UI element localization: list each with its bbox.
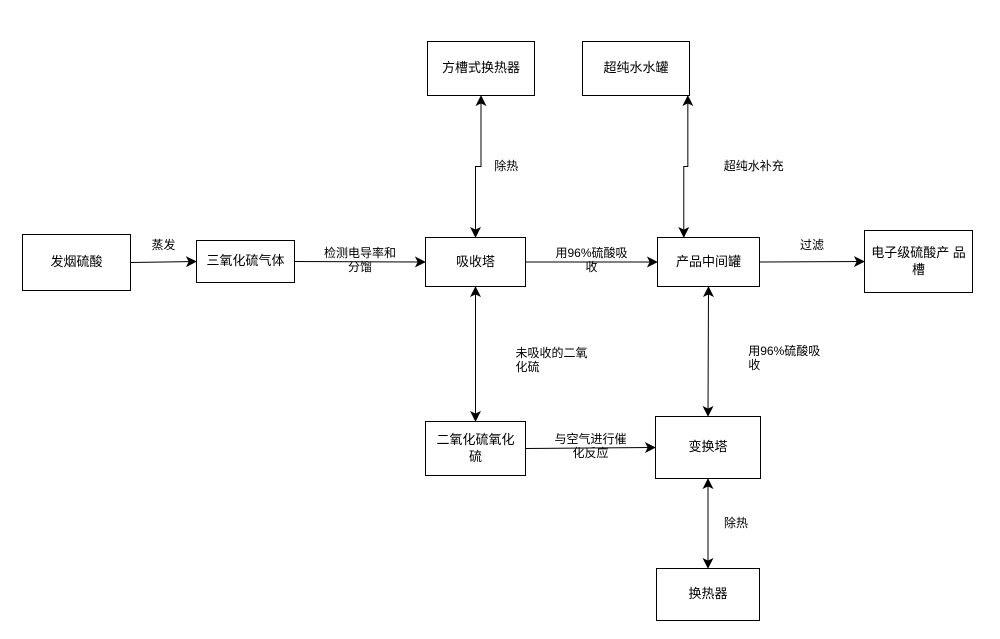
edge-label-e8: 与空气进行催 化反应	[541, 432, 641, 461]
node-upw-tank: 超纯水水罐	[582, 41, 690, 96]
node-label: 吸收塔	[456, 254, 495, 270]
node-trough-exchanger: 方槽式换热器	[427, 41, 535, 96]
node-fuming-acid: 发烟硫酸	[22, 234, 131, 291]
edge-label-e10: 除热	[724, 516, 844, 530]
node-absorption-tower: 吸收塔	[425, 237, 526, 287]
edge-label-e7: 未吸收的二氧 化硫	[516, 346, 636, 375]
node-so2-sox: 二氧化硫氧化 硫	[425, 421, 526, 476]
edge-label-e9: 用96%硫酸吸 收	[748, 344, 868, 373]
node-heat-exchanger: 换热器	[656, 568, 760, 621]
node-label: 超纯水水罐	[603, 60, 668, 76]
edge-e8	[526, 448, 655, 449]
node-label: 换热器	[688, 586, 727, 602]
edge-label-e3: 除热	[494, 159, 614, 173]
node-label: 二氧化硫氧化 硫	[430, 432, 521, 465]
node-product-tank: 电子级硫酸产 品槽	[864, 230, 973, 293]
edge-label-e5: 用96%硫酸吸 收	[542, 246, 642, 275]
edge-e4	[684, 96, 688, 237]
edge-label-e6: 过滤	[762, 238, 862, 252]
node-label: 方槽式换热器	[442, 60, 520, 76]
edge-e6	[760, 262, 864, 263]
node-intermediate-tank: 产品中间罐	[657, 237, 760, 287]
edge-e3	[476, 96, 482, 237]
node-label: 变换塔	[688, 439, 727, 455]
node-label: 三氧化硫气体	[206, 253, 284, 269]
node-conversion-tower: 变换塔	[655, 416, 761, 479]
node-label: 产品中间罐	[676, 254, 741, 270]
edge-label-e4: 超纯水补充	[724, 159, 844, 173]
node-label: 发烟硫酸	[50, 254, 102, 270]
edge-e1	[131, 262, 196, 263]
edge-label-e2: 检测电导率和 分馏	[310, 246, 410, 275]
edge-e2	[295, 262, 425, 263]
node-so3-gas: 三氧化硫气体	[196, 240, 295, 283]
node-label: 电子级硫酸产 品槽	[869, 245, 968, 278]
edge-e9	[708, 287, 709, 416]
flowchart-canvas: 发烟硫酸 三氧化硫气体 吸收塔 方槽式换热器 超纯水水罐 产品中间罐 电子级硫酸…	[0, 0, 1000, 639]
